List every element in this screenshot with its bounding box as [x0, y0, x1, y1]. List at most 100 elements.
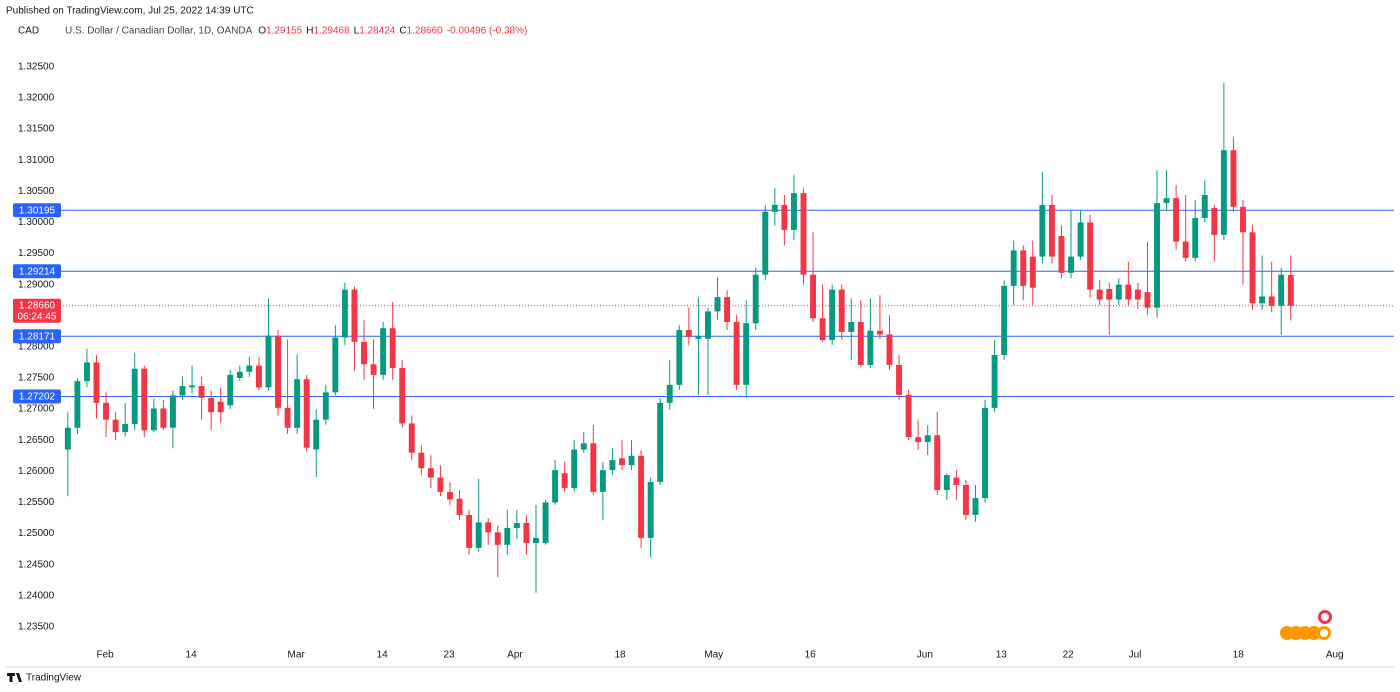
- y-tick-label: 1.28000: [18, 342, 55, 353]
- y-tick-label: 1.27000: [18, 404, 55, 415]
- x-tick-label: 22: [1063, 650, 1075, 661]
- x-tick-label: 14: [377, 650, 389, 661]
- candle-body: [1201, 195, 1208, 219]
- y-tick-label: 1.26000: [18, 466, 55, 477]
- candle-body: [1106, 288, 1113, 300]
- candle-body: [1182, 241, 1189, 258]
- ohlc-value: 1.28660: [407, 26, 444, 37]
- candle-body: [867, 330, 874, 365]
- candle-body: [169, 395, 176, 428]
- candle-body: [609, 460, 616, 471]
- candle-body: [341, 289, 348, 338]
- last-price-label: 1.28660: [19, 300, 56, 311]
- ohlc-value: 1.28424: [359, 26, 396, 37]
- y-tick-label: 1.31000: [18, 155, 55, 166]
- y-tick-label: 1.31500: [18, 124, 55, 135]
- candle-body: [1029, 256, 1036, 288]
- candle-body: [533, 537, 539, 543]
- y-tick-label: 1.24000: [18, 590, 55, 601]
- y-tick-label: 1.32500: [18, 61, 55, 72]
- candle-body: [150, 408, 157, 431]
- level-label: 1.27202: [19, 392, 56, 403]
- currency-label: CAD: [18, 26, 39, 37]
- candle-body: [714, 297, 721, 312]
- candle-body: [494, 532, 501, 545]
- candle-body: [1173, 198, 1180, 242]
- candle-body: [619, 458, 625, 466]
- x-tick-label: Jun: [917, 650, 933, 661]
- candle-body: [953, 477, 960, 486]
- candle-body: [322, 392, 329, 420]
- candle-body: [265, 335, 272, 388]
- ohlc-key: C: [399, 26, 406, 37]
- candle-body: [456, 498, 463, 515]
- y-tick-label: 1.24500: [18, 559, 55, 570]
- candle-body: [160, 408, 167, 428]
- candle-body: [972, 498, 979, 515]
- x-tick-label: Mar: [288, 650, 306, 661]
- candle-body: [752, 274, 759, 324]
- candle-body: [1001, 285, 1008, 355]
- candle-body: [332, 337, 339, 393]
- candle-body: [1115, 284, 1122, 300]
- candle-body: [1249, 232, 1256, 304]
- candle-body: [876, 330, 883, 335]
- candle-body: [1068, 256, 1074, 273]
- chart-title: U.S. Dollar / Canadian Dollar, 1D, OANDA: [65, 26, 253, 37]
- price-change: -0.00496 (-0.38%): [447, 26, 528, 37]
- candle-body: [1125, 284, 1132, 300]
- candle-body: [1077, 222, 1084, 257]
- candle-body: [284, 407, 291, 428]
- level-label: 1.29214: [19, 266, 56, 277]
- candle-body: [255, 365, 262, 388]
- candle-body: [647, 481, 654, 538]
- x-tick-label: Jul: [1129, 650, 1142, 661]
- candle-body: [580, 443, 587, 450]
- x-tick-label: Feb: [96, 650, 114, 661]
- candle-body: [112, 419, 119, 433]
- candle-body: [389, 328, 396, 369]
- candle-body: [657, 402, 664, 482]
- brand: TradingView: [26, 673, 82, 684]
- published-note: Published on TradingView.com, Jul 25, 20…: [6, 6, 254, 17]
- candle-body: [313, 419, 320, 450]
- candle-body: [361, 341, 367, 365]
- candle-body: [227, 374, 234, 406]
- candle-body: [418, 452, 425, 469]
- y-tick-label: 1.29500: [18, 248, 55, 259]
- candle-body: [1134, 289, 1141, 300]
- candle-body: [122, 424, 129, 433]
- candle-body: [437, 477, 444, 492]
- ohlc-value: 1.29155: [266, 26, 303, 37]
- ohlc-key: O: [258, 26, 266, 37]
- y-tick-label: 1.25000: [18, 528, 55, 539]
- candle-body: [819, 318, 826, 341]
- candle-body: [399, 368, 406, 424]
- candle-body: [131, 368, 138, 425]
- x-tick-label: 14: [186, 650, 198, 661]
- candle-body: [638, 455, 645, 538]
- candle-body: [1220, 150, 1227, 235]
- countdown: 06:24:45: [18, 311, 57, 322]
- candle-body: [74, 381, 81, 428]
- candle-body: [1230, 150, 1237, 207]
- candle-body: [1144, 292, 1151, 308]
- candle-body: [733, 321, 740, 385]
- candle-body: [982, 407, 988, 499]
- x-tick-label: Apr: [507, 650, 523, 661]
- candle-body: [1010, 250, 1017, 286]
- x-tick-label: 13: [996, 650, 1008, 661]
- level-badge: [13, 329, 61, 344]
- candle-body: [1058, 236, 1065, 273]
- candle-body: [504, 527, 511, 545]
- candle-body: [1287, 274, 1294, 306]
- candle-body: [943, 475, 950, 491]
- candle-body: [1240, 206, 1246, 233]
- candle-body: [542, 502, 549, 543]
- candle-body: [141, 368, 148, 431]
- candle-body: [64, 427, 71, 450]
- candle-body: [628, 455, 635, 466]
- candle-body: [485, 522, 492, 533]
- y-tick-label: 1.26500: [18, 435, 55, 446]
